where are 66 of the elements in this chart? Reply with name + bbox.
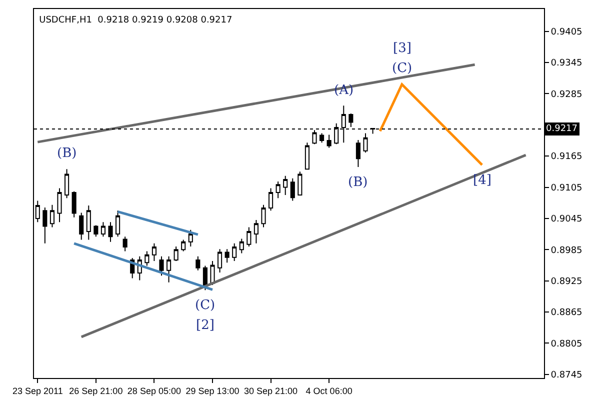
candlestick — [348, 112, 354, 128]
y-tick-label: 0.9105 — [550, 183, 582, 194]
candlestick — [224, 248, 230, 264]
candlestick — [116, 210, 120, 238]
y-tick-label: 0.9285 — [550, 90, 582, 100]
annotation: [2] — [196, 318, 214, 333]
candlestick — [363, 132, 368, 153]
candlestick — [304, 142, 310, 170]
annotation: (B) — [348, 175, 368, 190]
y-tick-label: 0.8925 — [550, 276, 582, 287]
candlestick — [50, 204, 54, 228]
y-tick-label: 0.9165 — [550, 152, 582, 162]
candlestick — [320, 132, 324, 144]
x-tick-label: 30 Sep 21:00 — [244, 386, 298, 396]
candlestick — [298, 171, 302, 196]
x-tick-label: 26 Sep 21:00 — [69, 386, 123, 396]
ref-line-label: 0.9217 — [546, 124, 578, 134]
candlestick — [276, 181, 280, 199]
annotation: [3] — [393, 41, 412, 56]
candlestick — [239, 238, 244, 254]
candlestick — [254, 220, 258, 244]
candlestick — [218, 248, 222, 273]
y-tick-label: 0.8865 — [550, 308, 582, 318]
candlestick — [64, 168, 70, 199]
candlestick — [152, 242, 156, 262]
annotation: (C) — [195, 298, 216, 313]
candlestick — [290, 178, 295, 202]
y-tick-label: 0.8745 — [550, 370, 582, 381]
x-tick-label: 29 Sep 13:00 — [186, 386, 240, 396]
candlestick — [261, 204, 266, 228]
candlestick — [210, 260, 215, 286]
candlestick — [86, 204, 91, 240]
x-tick-label: 23 Sep 2011 — [12, 386, 63, 396]
candlestick — [159, 256, 164, 276]
candlestick — [326, 134, 332, 148]
candlestick — [312, 130, 317, 145]
x-tick-label: 28 Sep 05:00 — [127, 386, 181, 396]
candlestick — [232, 242, 237, 262]
y-tick-label: 0.9045 — [550, 214, 582, 225]
candlestick — [100, 222, 106, 238]
y-tick-label: 0.8805 — [550, 339, 582, 350]
candlestick — [283, 175, 288, 196]
candlestick — [42, 207, 48, 244]
annotation: [4] — [473, 173, 492, 188]
candlestick — [356, 139, 360, 168]
candlestick — [181, 239, 186, 252]
y-tick-label: 0.8985 — [550, 246, 582, 256]
candlestick — [188, 229, 193, 248]
candlestick — [268, 188, 274, 212]
candlestick — [166, 256, 172, 283]
annotation: (B) — [57, 146, 77, 161]
candlestick — [144, 250, 150, 266]
candlestick — [79, 212, 84, 240]
candlestick — [72, 190, 76, 218]
candlestick — [94, 224, 98, 238]
y-tick-label: 0.9405 — [550, 28, 582, 38]
annotation: (C) — [392, 61, 412, 76]
text: USDCHF,H1 0.9218 0.9219 0.9208 0.9217 — [39, 15, 232, 26]
candlestick — [57, 188, 62, 223]
candlestick — [174, 246, 178, 262]
y-tick-label: 0.9345 — [550, 58, 582, 69]
candlestick — [246, 226, 252, 248]
candlestick — [122, 236, 128, 252]
candlestick — [196, 256, 200, 271]
x-tick-label: 4 Oct 06:00 — [306, 386, 352, 396]
candlestick — [108, 222, 113, 242]
